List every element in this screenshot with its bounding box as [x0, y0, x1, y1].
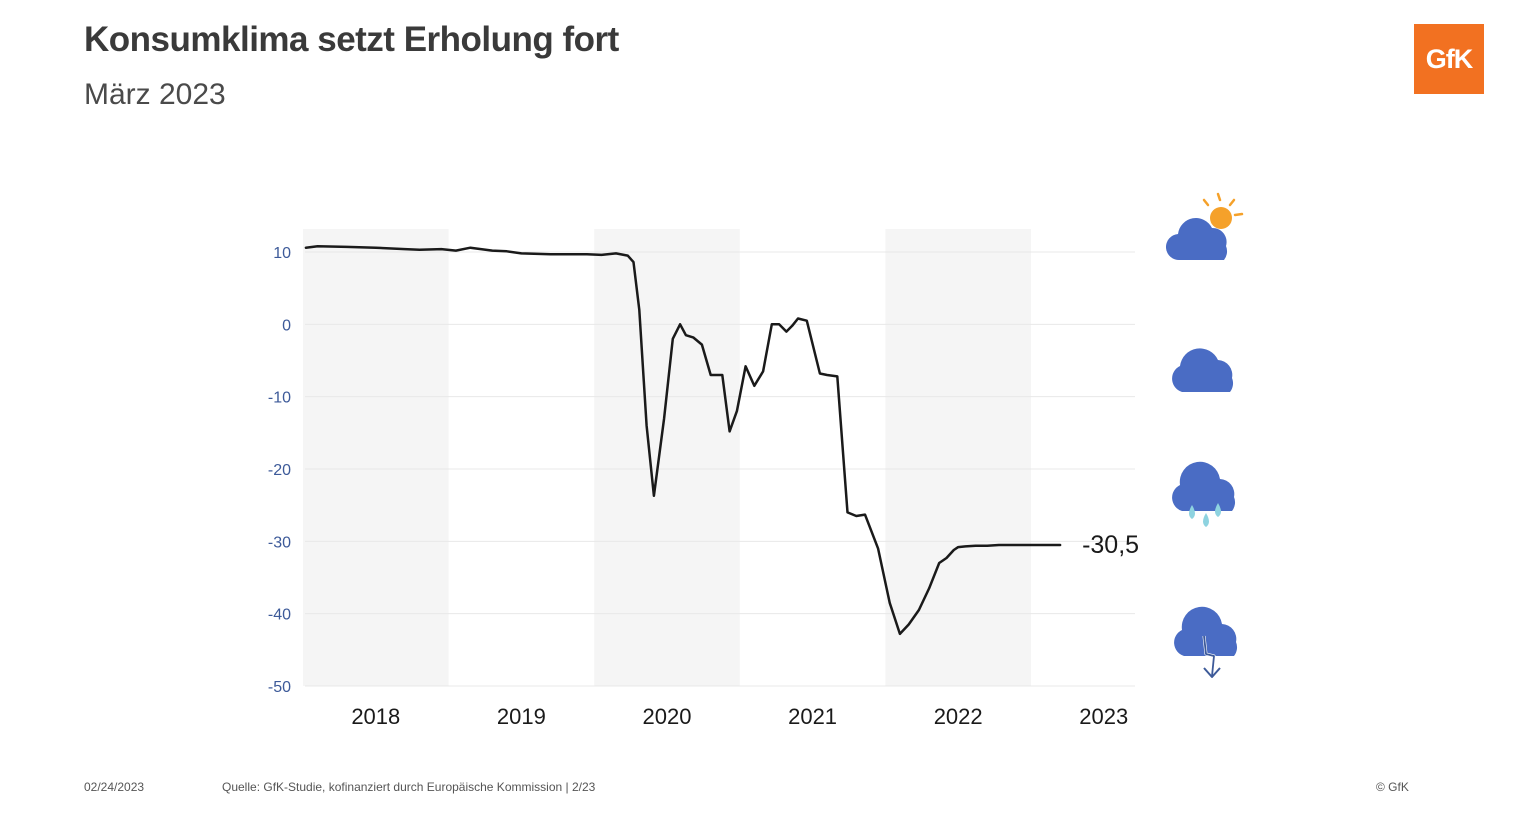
x-tick-label: 2022 [934, 704, 983, 729]
y-tick-label: -10 [268, 390, 291, 407]
y-tick-label: -40 [268, 607, 291, 624]
page-title: Konsumklima setzt Erholung fort [84, 20, 619, 59]
x-tick-label: 2019 [497, 704, 546, 729]
footer-copyright: © GfK [1376, 780, 1409, 794]
year-band-2018 [303, 229, 449, 686]
rain-cloud-icon [1172, 461, 1236, 527]
footer-date: 02/24/2023 [84, 780, 145, 794]
year-band-2020 [594, 229, 740, 686]
y-tick-label: -30 [268, 534, 291, 551]
y-tick-label: -20 [268, 462, 291, 479]
storm-cloud-icon [1174, 606, 1238, 678]
x-tick-label: 2023 [1079, 704, 1128, 729]
page-subtitle: März 2023 [84, 78, 226, 111]
year-band-2022 [885, 229, 1031, 686]
y-tick-label: -50 [268, 679, 291, 696]
y-tick-label: 10 [273, 245, 291, 262]
end-value-label: -30,5 [1082, 531, 1139, 559]
cloud-icon [1172, 348, 1234, 392]
footer-source: Quelle: GfK-Studie, kofinanziert durch E… [222, 780, 596, 794]
x-tick-label: 2020 [643, 704, 692, 729]
x-tick-label: 2018 [351, 704, 400, 729]
consumer-climate-line [304, 244, 1062, 636]
sun-cloud-icon [1166, 192, 1244, 261]
x-tick-label: 2021 [788, 704, 837, 729]
y-tick-label: 0 [282, 317, 291, 334]
gfk-logo: GfK [1414, 24, 1484, 94]
logo-text: GfK [1425, 43, 1473, 74]
